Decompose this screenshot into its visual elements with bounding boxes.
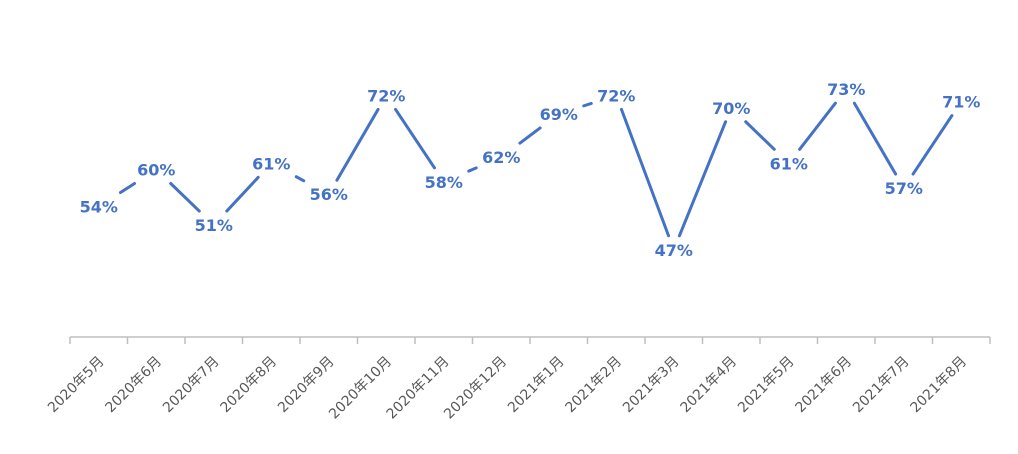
data-label: 54%	[80, 198, 118, 217]
x-tick-label: 2021年6月	[792, 354, 855, 417]
series-line-segment	[619, 107, 671, 238]
x-tick-label: 2021年5月	[735, 354, 798, 417]
data-label: 51%	[195, 216, 233, 235]
data-label: 61%	[770, 154, 808, 173]
data-label: 72%	[597, 86, 635, 105]
series-line-segment	[798, 101, 837, 151]
data-label: 62%	[482, 148, 520, 167]
data-label: 58%	[425, 173, 463, 192]
series-line-segment	[467, 166, 478, 173]
data-label: 70%	[712, 99, 750, 118]
series-line-segment	[911, 114, 954, 176]
series-line-segment	[518, 126, 542, 145]
x-tick-label: 2020年9月	[275, 354, 338, 417]
x-tick-label: 2021年2月	[562, 354, 625, 417]
x-tick-label: 2020年7月	[160, 354, 223, 417]
x-tick-label: 2020年8月	[217, 354, 280, 417]
series-line-segment	[225, 175, 260, 213]
series-line-segment	[677, 120, 728, 238]
data-labels: 54% 60% 51% 61% 56% 72% 58% 62% 69% 72% 47% 70% 61% 7…	[80, 80, 981, 260]
data-label: 47%	[655, 241, 693, 260]
series-line-segment	[335, 107, 380, 182]
series-line-segment	[169, 182, 201, 213]
data-label: 60%	[137, 161, 175, 180]
x-tick-label: 2021年3月	[620, 354, 683, 417]
data-label: 57%	[885, 179, 923, 198]
x-tick-label: 2020年5月	[45, 354, 108, 417]
series-line-segment	[852, 101, 898, 176]
x-tick-label: 2020年6月	[102, 354, 165, 417]
x-tick-label: 2021年4月	[677, 354, 740, 417]
series-line-segment	[294, 175, 306, 183]
data-label: 69%	[540, 105, 578, 124]
series-line-segment	[394, 107, 436, 170]
data-label: 56%	[310, 185, 348, 204]
x-tick-label: 2021年1月	[505, 354, 568, 417]
series-line-segment	[582, 101, 593, 108]
data-label: 72%	[367, 86, 405, 105]
x-tick-label: 2021年8月	[907, 354, 970, 417]
series-line-segment	[744, 120, 776, 151]
series-line-segment	[118, 182, 137, 195]
x-axis	[69, 336, 991, 344]
data-label: 73%	[827, 80, 865, 99]
data-label: 71%	[942, 93, 980, 112]
x-tick-label: 2021年7月	[850, 354, 913, 417]
data-label: 61%	[252, 154, 290, 173]
x-tick-labels: 2020年5月2020年6月2020年7月2020年8月2020年9月2020年…	[45, 354, 970, 423]
series-line-group	[118, 101, 954, 238]
